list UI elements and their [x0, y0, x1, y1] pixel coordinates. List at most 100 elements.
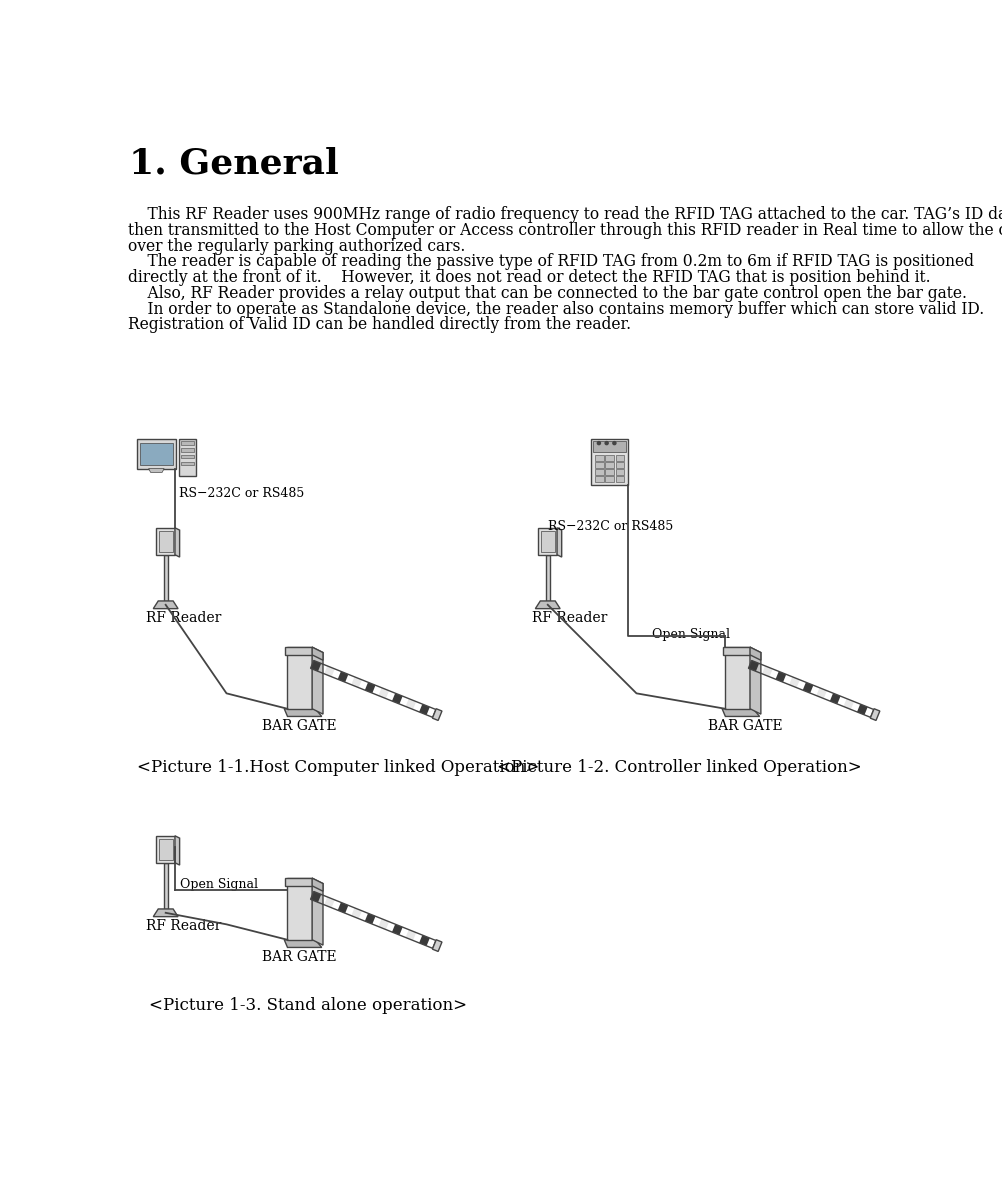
- Bar: [156, 835, 174, 863]
- Polygon shape: [802, 682, 813, 693]
- Polygon shape: [365, 913, 375, 925]
- Bar: [722, 647, 749, 654]
- Text: The reader is capable of reading the passive type of RFID TAG from 0.2m to 6m if: The reader is capable of reading the pas…: [128, 253, 974, 270]
- Polygon shape: [789, 677, 799, 688]
- Polygon shape: [556, 528, 561, 557]
- Bar: [158, 531, 172, 552]
- Text: BAR GATE: BAR GATE: [707, 719, 782, 733]
- Bar: [285, 647, 312, 654]
- Bar: [163, 555, 167, 601]
- Polygon shape: [311, 660, 321, 671]
- Text: RF Reader: RF Reader: [146, 919, 221, 933]
- Polygon shape: [762, 666, 772, 677]
- Polygon shape: [392, 925, 402, 935]
- Circle shape: [597, 441, 600, 445]
- Text: This RF Reader uses 900MHz range of radio frequency to read the RFID TAG attache: This RF Reader uses 900MHz range of radi…: [128, 206, 1002, 223]
- Polygon shape: [174, 835, 179, 865]
- Bar: [181, 462, 193, 465]
- Bar: [181, 455, 193, 458]
- Text: BAR GATE: BAR GATE: [263, 719, 337, 733]
- Polygon shape: [174, 528, 179, 557]
- Polygon shape: [843, 699, 854, 709]
- Polygon shape: [312, 878, 323, 945]
- Polygon shape: [392, 693, 402, 704]
- Polygon shape: [312, 647, 323, 714]
- Text: <Picture 1-3. Stand alone operation>: <Picture 1-3. Stand alone operation>: [148, 997, 466, 1015]
- Polygon shape: [153, 601, 178, 608]
- Bar: [158, 839, 172, 859]
- Polygon shape: [775, 671, 786, 682]
- Bar: [156, 528, 174, 555]
- Bar: [615, 463, 624, 468]
- Text: In order to operate as Standalone device, the reader also contains memory buffer: In order to operate as Standalone device…: [128, 301, 984, 318]
- Polygon shape: [312, 647, 323, 660]
- Polygon shape: [419, 935, 430, 946]
- Circle shape: [604, 441, 607, 445]
- Text: directly at the front of it.    However, it does not read or detect the RFID TAG: directly at the front of it. However, it…: [128, 269, 930, 286]
- Polygon shape: [856, 704, 867, 715]
- Text: over the regularly parking authorized cars.: over the regularly parking authorized ca…: [128, 238, 465, 255]
- Text: <Picture 1-1.Host Computer linked Operation>: <Picture 1-1.Host Computer linked Operat…: [137, 759, 539, 776]
- Bar: [538, 528, 556, 555]
- Polygon shape: [311, 891, 321, 902]
- Bar: [140, 443, 172, 464]
- Polygon shape: [405, 699, 416, 709]
- Bar: [594, 463, 603, 468]
- Polygon shape: [721, 709, 759, 716]
- Polygon shape: [365, 682, 375, 693]
- Bar: [593, 440, 625, 451]
- Text: Also, RF Reader provides a relay output that can be connected to the bar gate co: Also, RF Reader provides a relay output …: [128, 284, 967, 302]
- Bar: [590, 439, 627, 486]
- Text: RS−232C or RS485: RS−232C or RS485: [178, 487, 304, 500]
- Bar: [615, 456, 624, 461]
- Polygon shape: [378, 919, 389, 929]
- Polygon shape: [284, 940, 322, 947]
- Polygon shape: [432, 709, 442, 720]
- Polygon shape: [749, 647, 761, 714]
- Polygon shape: [351, 677, 362, 688]
- Bar: [181, 440, 193, 445]
- Bar: [615, 476, 624, 482]
- Bar: [287, 647, 312, 709]
- Bar: [287, 878, 312, 940]
- Text: Open Signal: Open Signal: [651, 628, 729, 641]
- Polygon shape: [749, 647, 761, 660]
- Text: then transmitted to the Host Computer or Access controller through this RFID rea: then transmitted to the Host Computer or…: [128, 221, 1002, 239]
- Polygon shape: [405, 929, 416, 940]
- Bar: [545, 555, 549, 601]
- Bar: [540, 531, 554, 552]
- Polygon shape: [284, 709, 322, 716]
- Polygon shape: [351, 908, 362, 919]
- Bar: [181, 447, 193, 451]
- Polygon shape: [378, 688, 389, 699]
- Text: Registration of Valid ID can be handled directly from the reader.: Registration of Valid ID can be handled …: [128, 317, 631, 333]
- Polygon shape: [338, 902, 348, 913]
- Text: <Picture 1-2. Controller linked Operation>: <Picture 1-2. Controller linked Operatio…: [497, 759, 862, 776]
- Bar: [594, 469, 603, 475]
- Circle shape: [612, 441, 615, 445]
- Polygon shape: [870, 709, 879, 720]
- Bar: [285, 878, 312, 885]
- Bar: [178, 439, 195, 476]
- Polygon shape: [338, 671, 348, 682]
- Polygon shape: [432, 940, 442, 952]
- Polygon shape: [747, 660, 759, 671]
- Polygon shape: [535, 601, 559, 608]
- Bar: [724, 647, 749, 709]
- Polygon shape: [816, 688, 826, 699]
- Text: BAR GATE: BAR GATE: [263, 950, 337, 964]
- Polygon shape: [324, 897, 335, 908]
- Bar: [605, 476, 613, 482]
- Bar: [615, 469, 624, 475]
- Text: RS−232C or RS485: RS−232C or RS485: [547, 520, 672, 533]
- Bar: [163, 863, 167, 909]
- Polygon shape: [324, 666, 335, 677]
- Polygon shape: [148, 469, 164, 472]
- Text: 1. General: 1. General: [129, 146, 339, 181]
- Polygon shape: [829, 693, 840, 704]
- Bar: [605, 469, 613, 475]
- Text: RF Reader: RF Reader: [532, 610, 607, 625]
- Bar: [594, 456, 603, 461]
- Bar: [605, 456, 613, 461]
- Polygon shape: [419, 704, 430, 715]
